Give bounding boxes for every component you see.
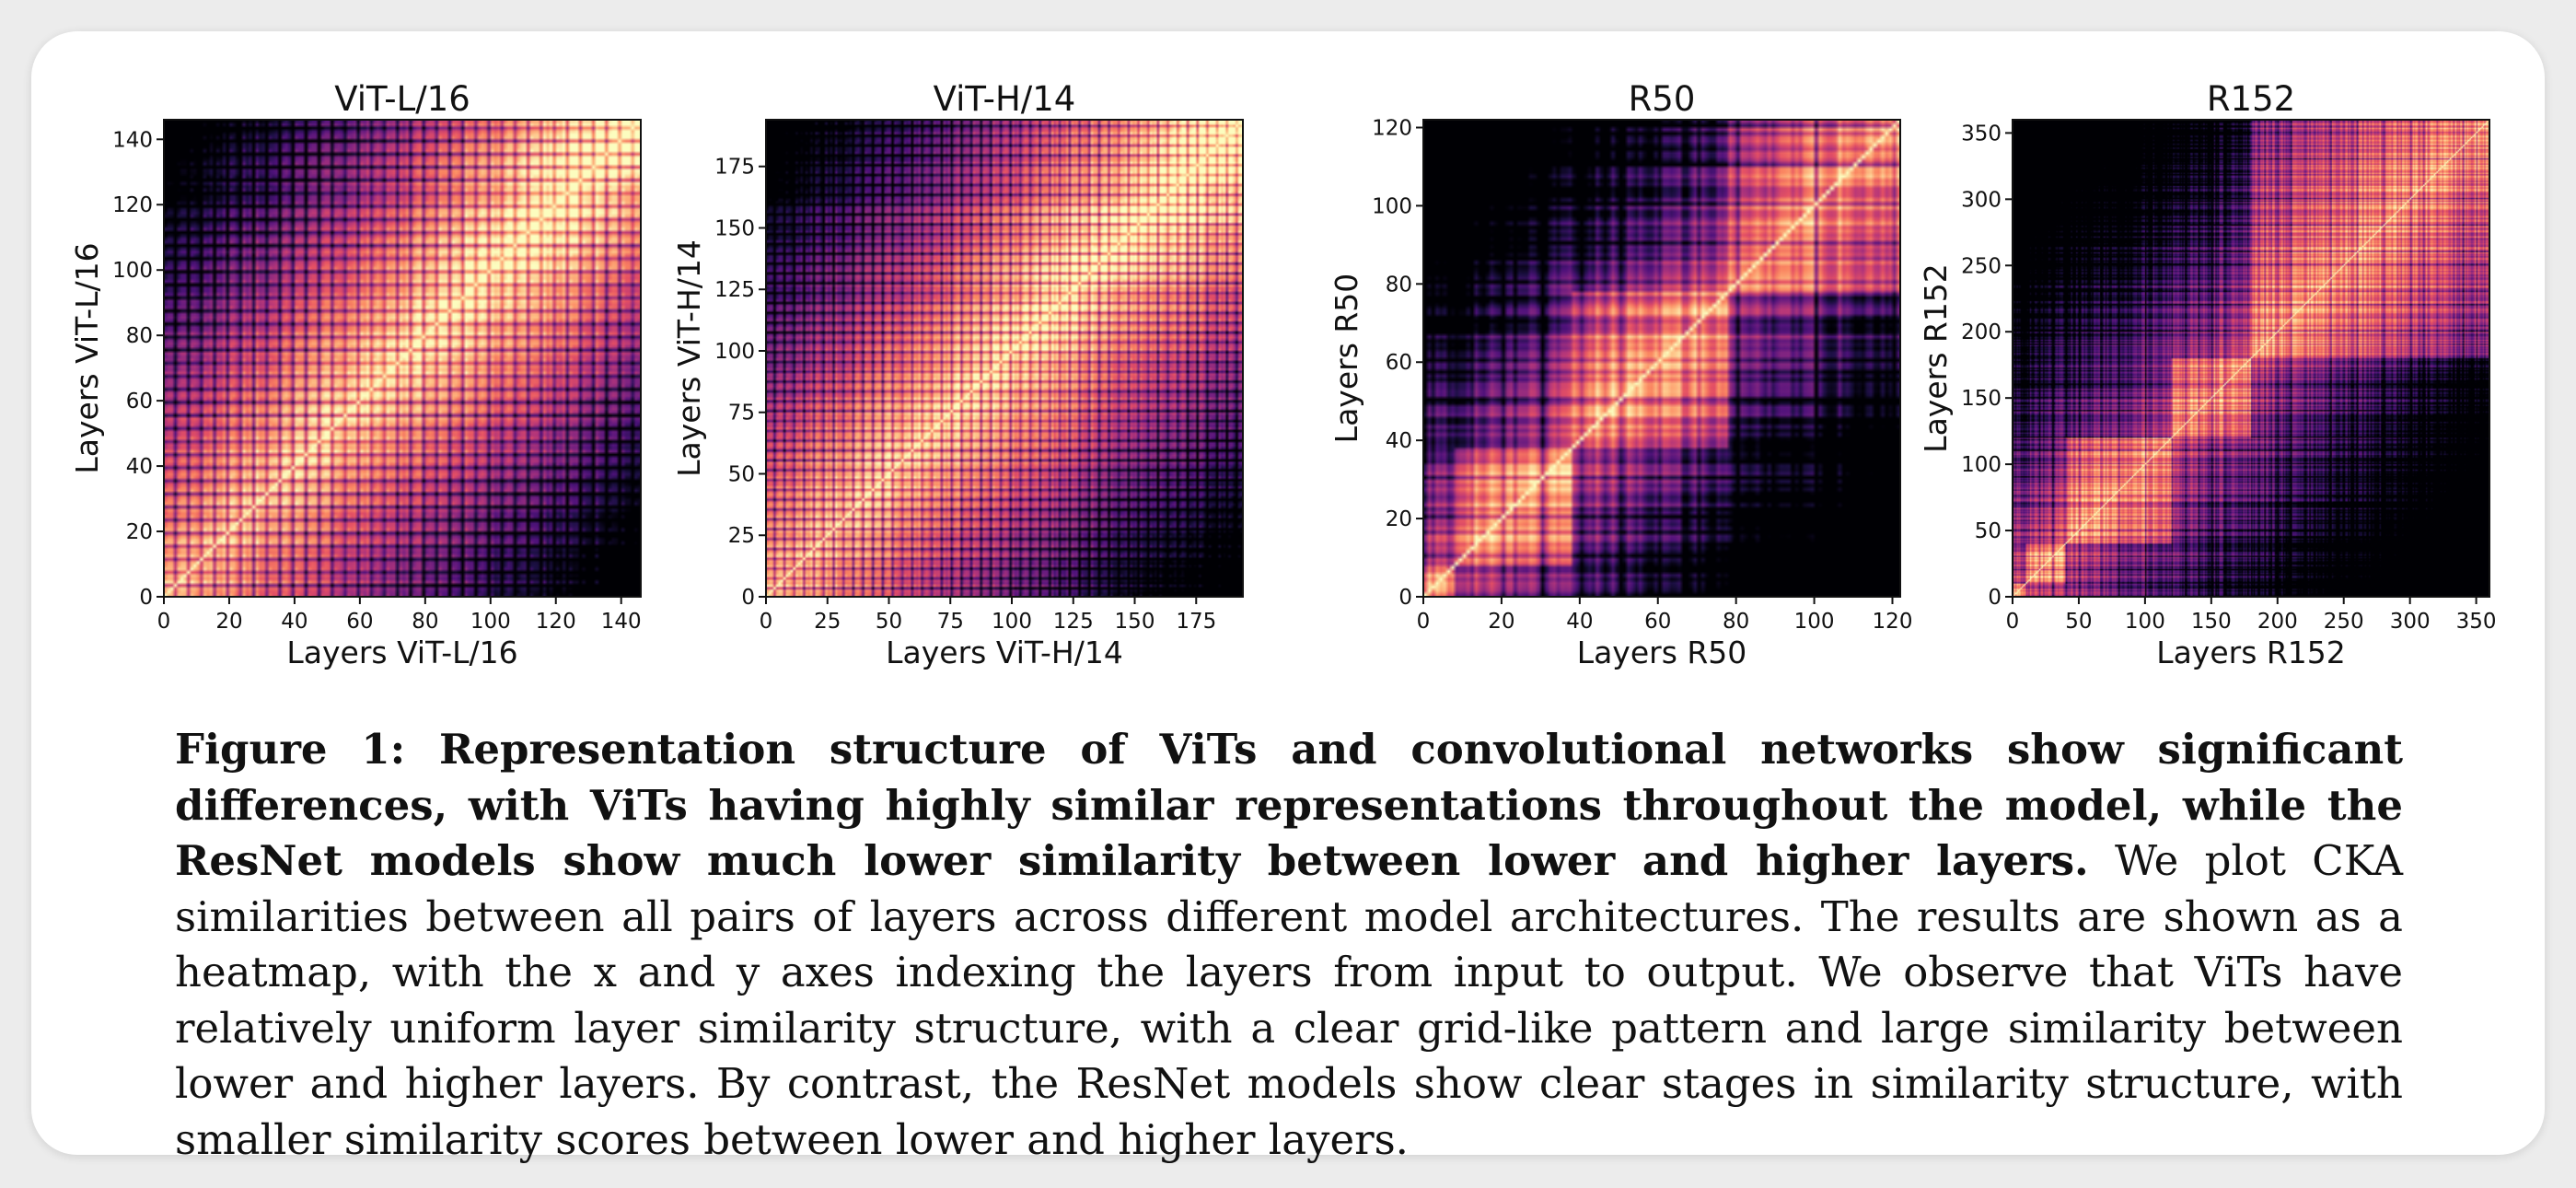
heatmap-panel-2: 0 20 40 60 80 100 120 0 20 40 60 80 100 120 R50 Layers … (1329, 79, 1912, 670)
y-tick-label: 0 (139, 586, 153, 610)
y-tick-label: 175 (714, 156, 755, 180)
y-axis-label: Layers ViT-H/14 (671, 239, 707, 477)
x-tick-label: 150 (2191, 610, 2232, 634)
y-tick-label: 80 (126, 324, 153, 348)
y-tick-label: 40 (126, 455, 153, 479)
x-tick-label: 40 (1566, 610, 1593, 634)
heatmap-image (2013, 120, 2489, 597)
x-tick-label: 100 (1794, 610, 1835, 634)
x-tick-label: 80 (412, 610, 438, 634)
y-tick-label: 200 (1961, 320, 2002, 344)
y-tick-label: 100 (112, 259, 153, 283)
heatmap-image (1423, 120, 1900, 597)
caption-text: We plot CKA similarities between all pai… (175, 836, 2403, 1164)
x-axis-label: Layers ViT-L/16 (286, 635, 517, 670)
axes-frame (765, 119, 1244, 598)
y-tick-label: 100 (1961, 453, 2002, 477)
heatmap-panel-3: 0 50 100 150 200 250 300 350 0 50 100 150 200 250 300 3… (1918, 79, 2497, 670)
y-axis-label: Layers R50 (1329, 274, 1364, 444)
x-tick-label: 60 (346, 610, 373, 634)
y-tick-label: 350 (1961, 122, 2002, 146)
x-tick-label: 60 (1644, 610, 1671, 634)
figure-caption: Figure 1: Representation structure of Vi… (175, 722, 2403, 1168)
x-axis-label: Layers ViT-H/14 (886, 635, 1123, 670)
y-tick-label: 125 (714, 278, 755, 302)
x-tick-label: 140 (601, 610, 642, 634)
y-tick-label: 60 (1386, 351, 1412, 375)
x-tick-label: 350 (2456, 610, 2497, 634)
x-tick-label: 150 (1115, 610, 1155, 634)
y-tick-label: 40 (1386, 429, 1412, 453)
y-tick-label: 140 (112, 128, 153, 152)
y-tick-label: 100 (714, 340, 755, 364)
x-tick-label: 125 (1053, 610, 1094, 634)
x-tick-label: 120 (536, 610, 576, 634)
panel-title: ViT-L/16 (334, 79, 470, 119)
x-tick-label: 50 (2065, 610, 2092, 634)
x-tick-label: 0 (157, 610, 171, 634)
x-tick-label: 0 (2006, 610, 2020, 634)
x-tick-label: 200 (2257, 610, 2298, 634)
x-tick-label: 0 (1417, 610, 1431, 634)
x-tick-label: 120 (1873, 610, 1913, 634)
y-tick-label: 150 (1961, 387, 2002, 411)
y-tick-label: 25 (728, 524, 755, 548)
y-axis-label: Layers R152 (1918, 263, 1954, 453)
y-tick-label: 20 (1386, 507, 1412, 531)
axes-frame (2012, 119, 2490, 598)
x-tick-label: 250 (2324, 610, 2364, 634)
y-tick-label: 0 (741, 586, 755, 610)
x-tick-label: 50 (876, 610, 902, 634)
x-tick-label: 100 (470, 610, 511, 634)
axes-frame (1422, 119, 1901, 598)
axes-frame (163, 119, 642, 598)
caption-bold: Figure 1: Representation structure of Vi… (175, 725, 2403, 885)
x-tick-label: 75 (937, 610, 964, 634)
y-tick-label: 0 (1988, 586, 2002, 610)
heatmap-panel-1: 0 25 50 75 100 125 150 175 0 25 50 75 100 125 150 175 Vi… (671, 79, 1244, 670)
y-tick-label: 50 (728, 462, 755, 486)
x-tick-label: 40 (281, 610, 307, 634)
y-tick-label: 50 (1975, 519, 2002, 543)
y-tick-label: 0 (1398, 586, 1412, 610)
y-tick-label: 100 (1372, 194, 1412, 218)
y-tick-label: 250 (1961, 254, 2002, 278)
panel-title: ViT-H/14 (934, 79, 1076, 119)
x-tick-label: 0 (760, 610, 773, 634)
x-axis-label: Layers R50 (1577, 635, 1747, 670)
x-tick-label: 100 (2125, 610, 2165, 634)
y-axis-label: Layers ViT-L/16 (69, 242, 105, 473)
x-tick-label: 20 (215, 610, 242, 634)
x-tick-label: 175 (1176, 610, 1216, 634)
y-tick-label: 75 (728, 402, 755, 425)
y-tick-label: 120 (112, 193, 153, 217)
figure-panels: 0 20 40 60 80 100 120 140 0 20 40 60 80 100 120 140 ViT-… (69, 79, 2497, 670)
x-tick-label: 80 (1723, 610, 1749, 634)
x-axis-label: Layers R152 (2156, 635, 2346, 670)
y-tick-label: 20 (126, 520, 153, 544)
panel-title: R152 (2207, 79, 2295, 119)
x-tick-label: 20 (1488, 610, 1514, 634)
y-tick-label: 120 (1372, 116, 1412, 140)
panel-title: R50 (1629, 79, 1696, 119)
heatmap-panel-0: 0 20 40 60 80 100 120 140 0 20 40 60 80 100 120 140 ViT-… (69, 79, 642, 670)
y-tick-label: 80 (1386, 273, 1412, 297)
y-tick-label: 150 (714, 216, 755, 240)
y-tick-label: 60 (126, 390, 153, 413)
x-tick-label: 300 (2390, 610, 2431, 634)
x-tick-label: 25 (814, 610, 841, 634)
x-tick-label: 100 (992, 610, 1032, 634)
y-tick-label: 300 (1961, 188, 2002, 212)
heatmap-image (766, 120, 1243, 597)
heatmap-image (164, 120, 641, 597)
